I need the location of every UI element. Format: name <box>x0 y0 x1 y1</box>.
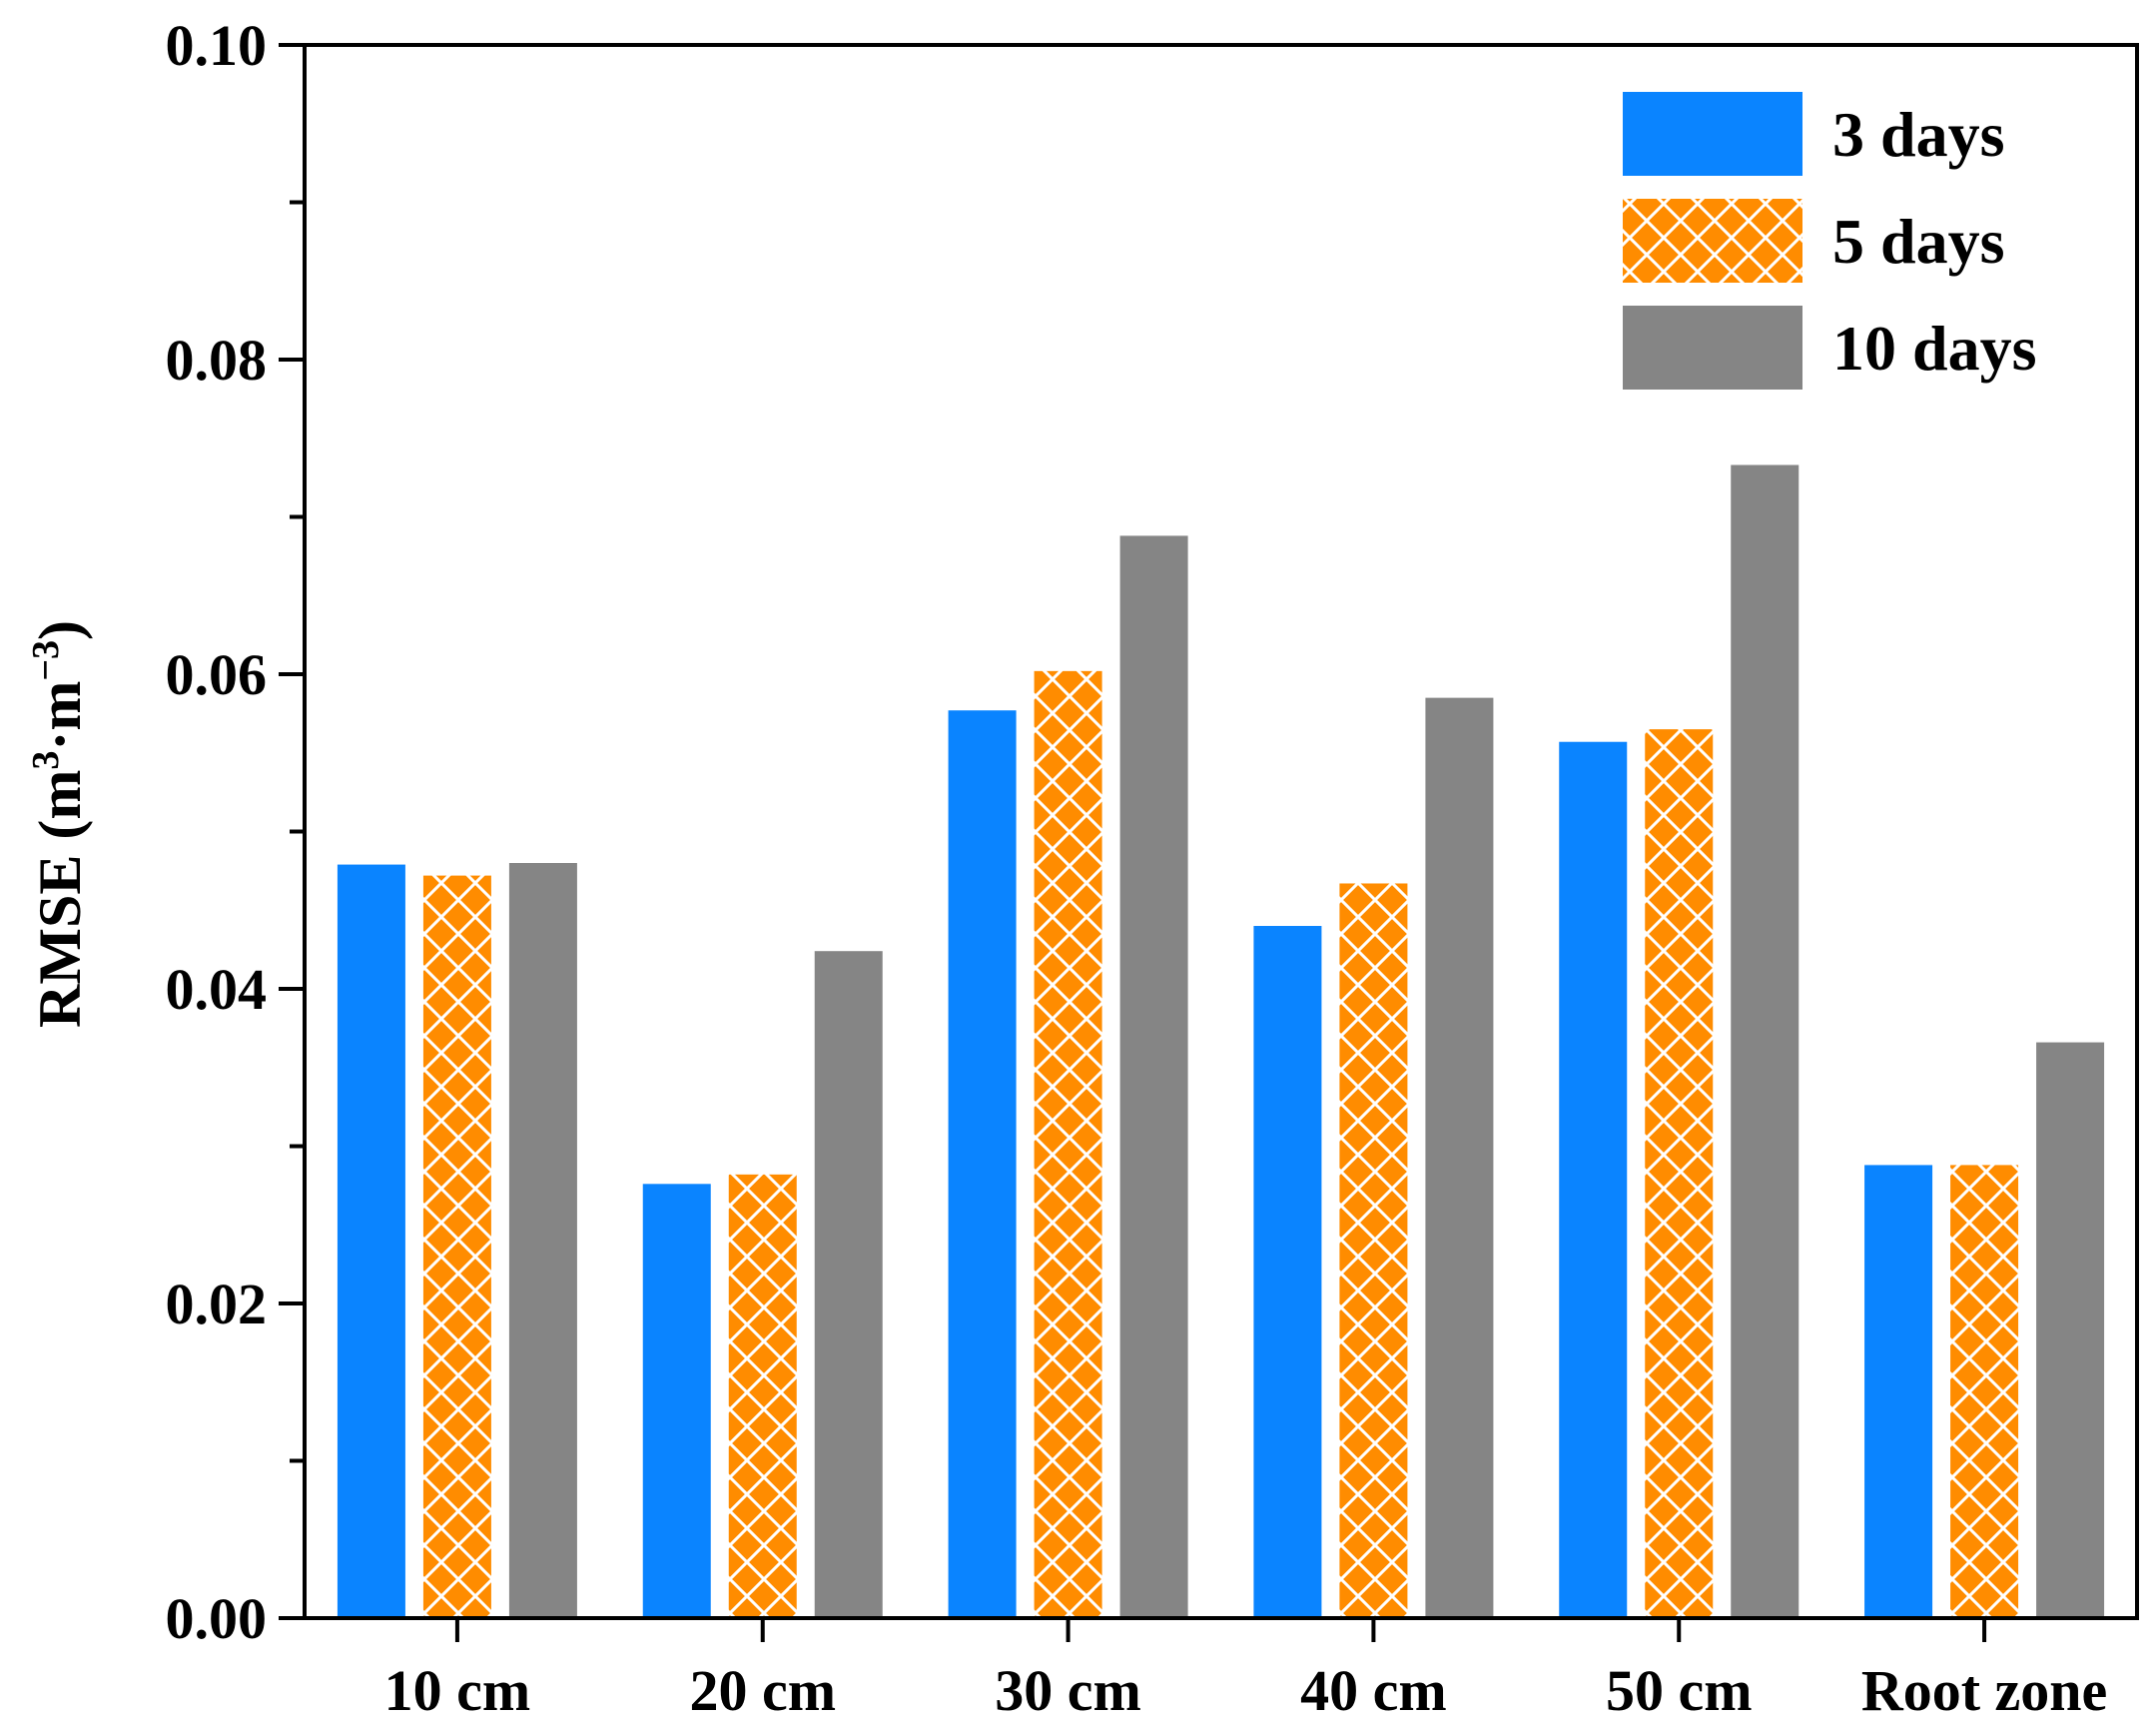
bar-3-days-30-cm <box>948 710 1017 1618</box>
y-tick-label: 0.00 <box>166 1586 268 1651</box>
x-tick-label: Root zone <box>1861 1658 2107 1723</box>
legend-label: 5 days <box>1832 206 2005 277</box>
y-tick-label: 0.08 <box>166 328 268 393</box>
bar-10-days-20-cm <box>814 951 883 1618</box>
bar-5-days-10-cm <box>422 875 491 1618</box>
x-tick-label: 20 cm <box>689 1658 836 1723</box>
x-tick-label: 30 cm <box>995 1658 1141 1723</box>
legend-swatch-10-days <box>1623 306 1802 390</box>
plot-area <box>337 464 2105 1618</box>
bar-3-days-50-cm <box>1559 741 1628 1618</box>
plot-frame <box>303 43 2139 1620</box>
x-tick-label: 40 cm <box>1300 1658 1447 1723</box>
x-tick-label: 10 cm <box>384 1658 531 1723</box>
y-tick-label: 0.02 <box>166 1272 268 1336</box>
bar-3-days-10-cm <box>337 864 405 1618</box>
bar-10-days-10-cm <box>508 863 577 1618</box>
bar-5-days-50-cm <box>1645 729 1714 1618</box>
bar-3-days-20-cm <box>642 1184 711 1618</box>
bar-5-days-40-cm <box>1339 883 1408 1618</box>
bar-5-days-30-cm <box>1034 670 1102 1618</box>
bar-3-days-root-zone <box>1864 1165 1933 1618</box>
bar-5-days-root-zone <box>1950 1165 2019 1618</box>
legend-swatch-3-days <box>1623 92 1802 176</box>
y-tick-label: 0.06 <box>166 642 268 707</box>
legend: 3 days 5 days 10 days <box>1623 92 2037 390</box>
y-tick-label: 0.10 <box>166 13 268 78</box>
legend-label: 10 days <box>1832 313 2037 384</box>
y-axis-label: RMSE (m3·m−3) <box>25 620 93 1028</box>
bar-5-days-20-cm <box>728 1174 797 1618</box>
bar-3-days-40-cm <box>1253 926 1322 1618</box>
y-tick-label: 0.04 <box>166 957 268 1022</box>
axes: 0.00 0.02 0.04 0.06 0.08 0.10 10 cm 20 cm 30 cm 4… <box>166 13 2139 1723</box>
legend-label: 3 days <box>1832 99 2005 170</box>
x-tick-label: 50 cm <box>1606 1658 1753 1723</box>
bar-10-days-50-cm <box>1731 464 1799 1618</box>
bar-10-days-30-cm <box>1119 535 1188 1618</box>
bar-10-days-40-cm <box>1425 697 1494 1618</box>
legend-swatch-5-days <box>1623 199 1802 283</box>
bar-10-days-root-zone <box>2036 1042 2105 1618</box>
